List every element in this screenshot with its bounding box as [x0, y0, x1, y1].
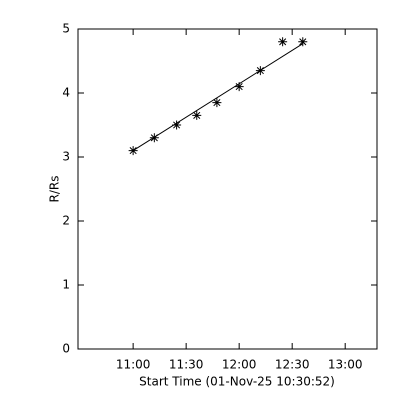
- data-point: [192, 110, 202, 120]
- data-point: [149, 133, 159, 143]
- data-point: [128, 146, 138, 156]
- plot-frame: [77, 28, 378, 350]
- x-tick-label: 11:30: [169, 358, 204, 372]
- fit-line: [132, 43, 304, 152]
- x-tick-label: 13:00: [328, 358, 363, 372]
- y-tick-label: 0: [62, 342, 70, 356]
- y-tick-label: 5: [62, 22, 70, 36]
- x-tick-label: 11:00: [116, 358, 151, 372]
- y-tick-label: 2: [62, 214, 70, 228]
- data-point: [255, 66, 265, 76]
- y-axis-label: R/Rs: [48, 176, 62, 203]
- x-tick-label: 12:30: [275, 358, 310, 372]
- data-point: [298, 37, 308, 47]
- data-point: [172, 120, 182, 130]
- y-tick-label: 1: [62, 278, 70, 292]
- data-point: [234, 82, 244, 92]
- data-point: [278, 37, 288, 47]
- y-tick-label: 4: [62, 86, 70, 100]
- x-axis-label: Start Time (01-Nov-25 10:30:52): [139, 375, 335, 389]
- x-tick-label: 12:00: [222, 358, 257, 372]
- data-point: [212, 98, 222, 108]
- y-tick-label: 3: [62, 150, 70, 164]
